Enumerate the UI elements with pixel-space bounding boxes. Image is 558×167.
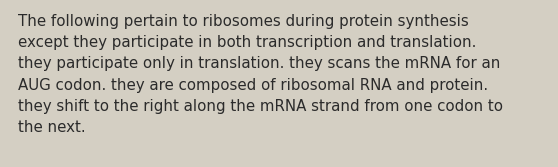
Text: The following pertain to ribosomes during protein synthesis
except they particip: The following pertain to ribosomes durin… xyxy=(18,14,503,135)
